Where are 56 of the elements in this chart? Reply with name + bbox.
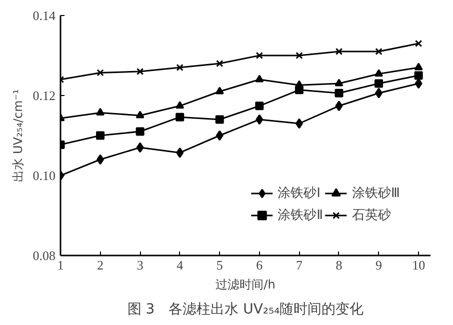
x-tick-label: 6 — [256, 258, 264, 272]
x-tick-label: 10 — [412, 258, 426, 272]
point — [294, 80, 304, 88]
point — [96, 131, 105, 140]
point — [96, 154, 104, 165]
x-tick-label: 3 — [136, 258, 144, 272]
point — [136, 142, 144, 153]
x-tick-label: 8 — [336, 258, 342, 272]
point — [374, 69, 384, 77]
point — [414, 62, 423, 70]
point — [296, 52, 303, 60]
x-tick-label: 2 — [97, 258, 104, 272]
y-axis-title: 出水 UV₂₅₄/cm⁻¹ — [10, 88, 25, 182]
point — [334, 88, 344, 98]
point — [176, 64, 184, 72]
point — [335, 48, 343, 56]
point — [136, 110, 144, 118]
x-tick-label: 7 — [296, 258, 303, 272]
point — [255, 74, 264, 82]
x-tick-label: 1 — [57, 258, 64, 272]
point — [215, 86, 224, 94]
point — [216, 130, 224, 141]
point — [136, 127, 144, 136]
point — [375, 88, 383, 98]
y-tick-label: 0.10 — [32, 168, 56, 183]
y-tick-label: 0.14 — [32, 8, 56, 23]
point — [414, 78, 422, 89]
text: 图 3 各滤柱出水 UV₂₅₄随时间的变化 — [127, 302, 364, 318]
x-tick-label: 9 — [376, 258, 382, 272]
x-tick-label: 5 — [216, 258, 223, 272]
point — [176, 112, 184, 122]
point — [414, 40, 422, 48]
point — [216, 60, 224, 68]
point — [414, 71, 423, 80]
legend-label: 涂铁砂Ⅲ — [352, 185, 400, 202]
point — [335, 100, 343, 112]
point — [255, 102, 264, 110]
legend-label: 石英砂 — [352, 207, 392, 224]
point — [96, 108, 105, 116]
x-axis-title: 过滤时间/h — [216, 278, 276, 292]
point — [256, 52, 264, 60]
point — [176, 101, 184, 109]
legend-label: 涂铁砂Ⅱ — [278, 207, 324, 224]
point — [96, 69, 104, 76]
point — [375, 48, 382, 56]
point — [295, 118, 303, 129]
point — [374, 79, 384, 88]
y-tick-label: 0.08 — [32, 248, 56, 263]
point — [215, 115, 224, 124]
point — [256, 114, 264, 125]
legend-label: 涂铁砂Ⅰ — [278, 185, 320, 202]
y-tick-label: 0.12 — [32, 88, 56, 103]
point — [334, 78, 344, 86]
point — [136, 68, 144, 76]
x-tick-label: 4 — [176, 258, 184, 272]
point — [176, 147, 184, 158]
